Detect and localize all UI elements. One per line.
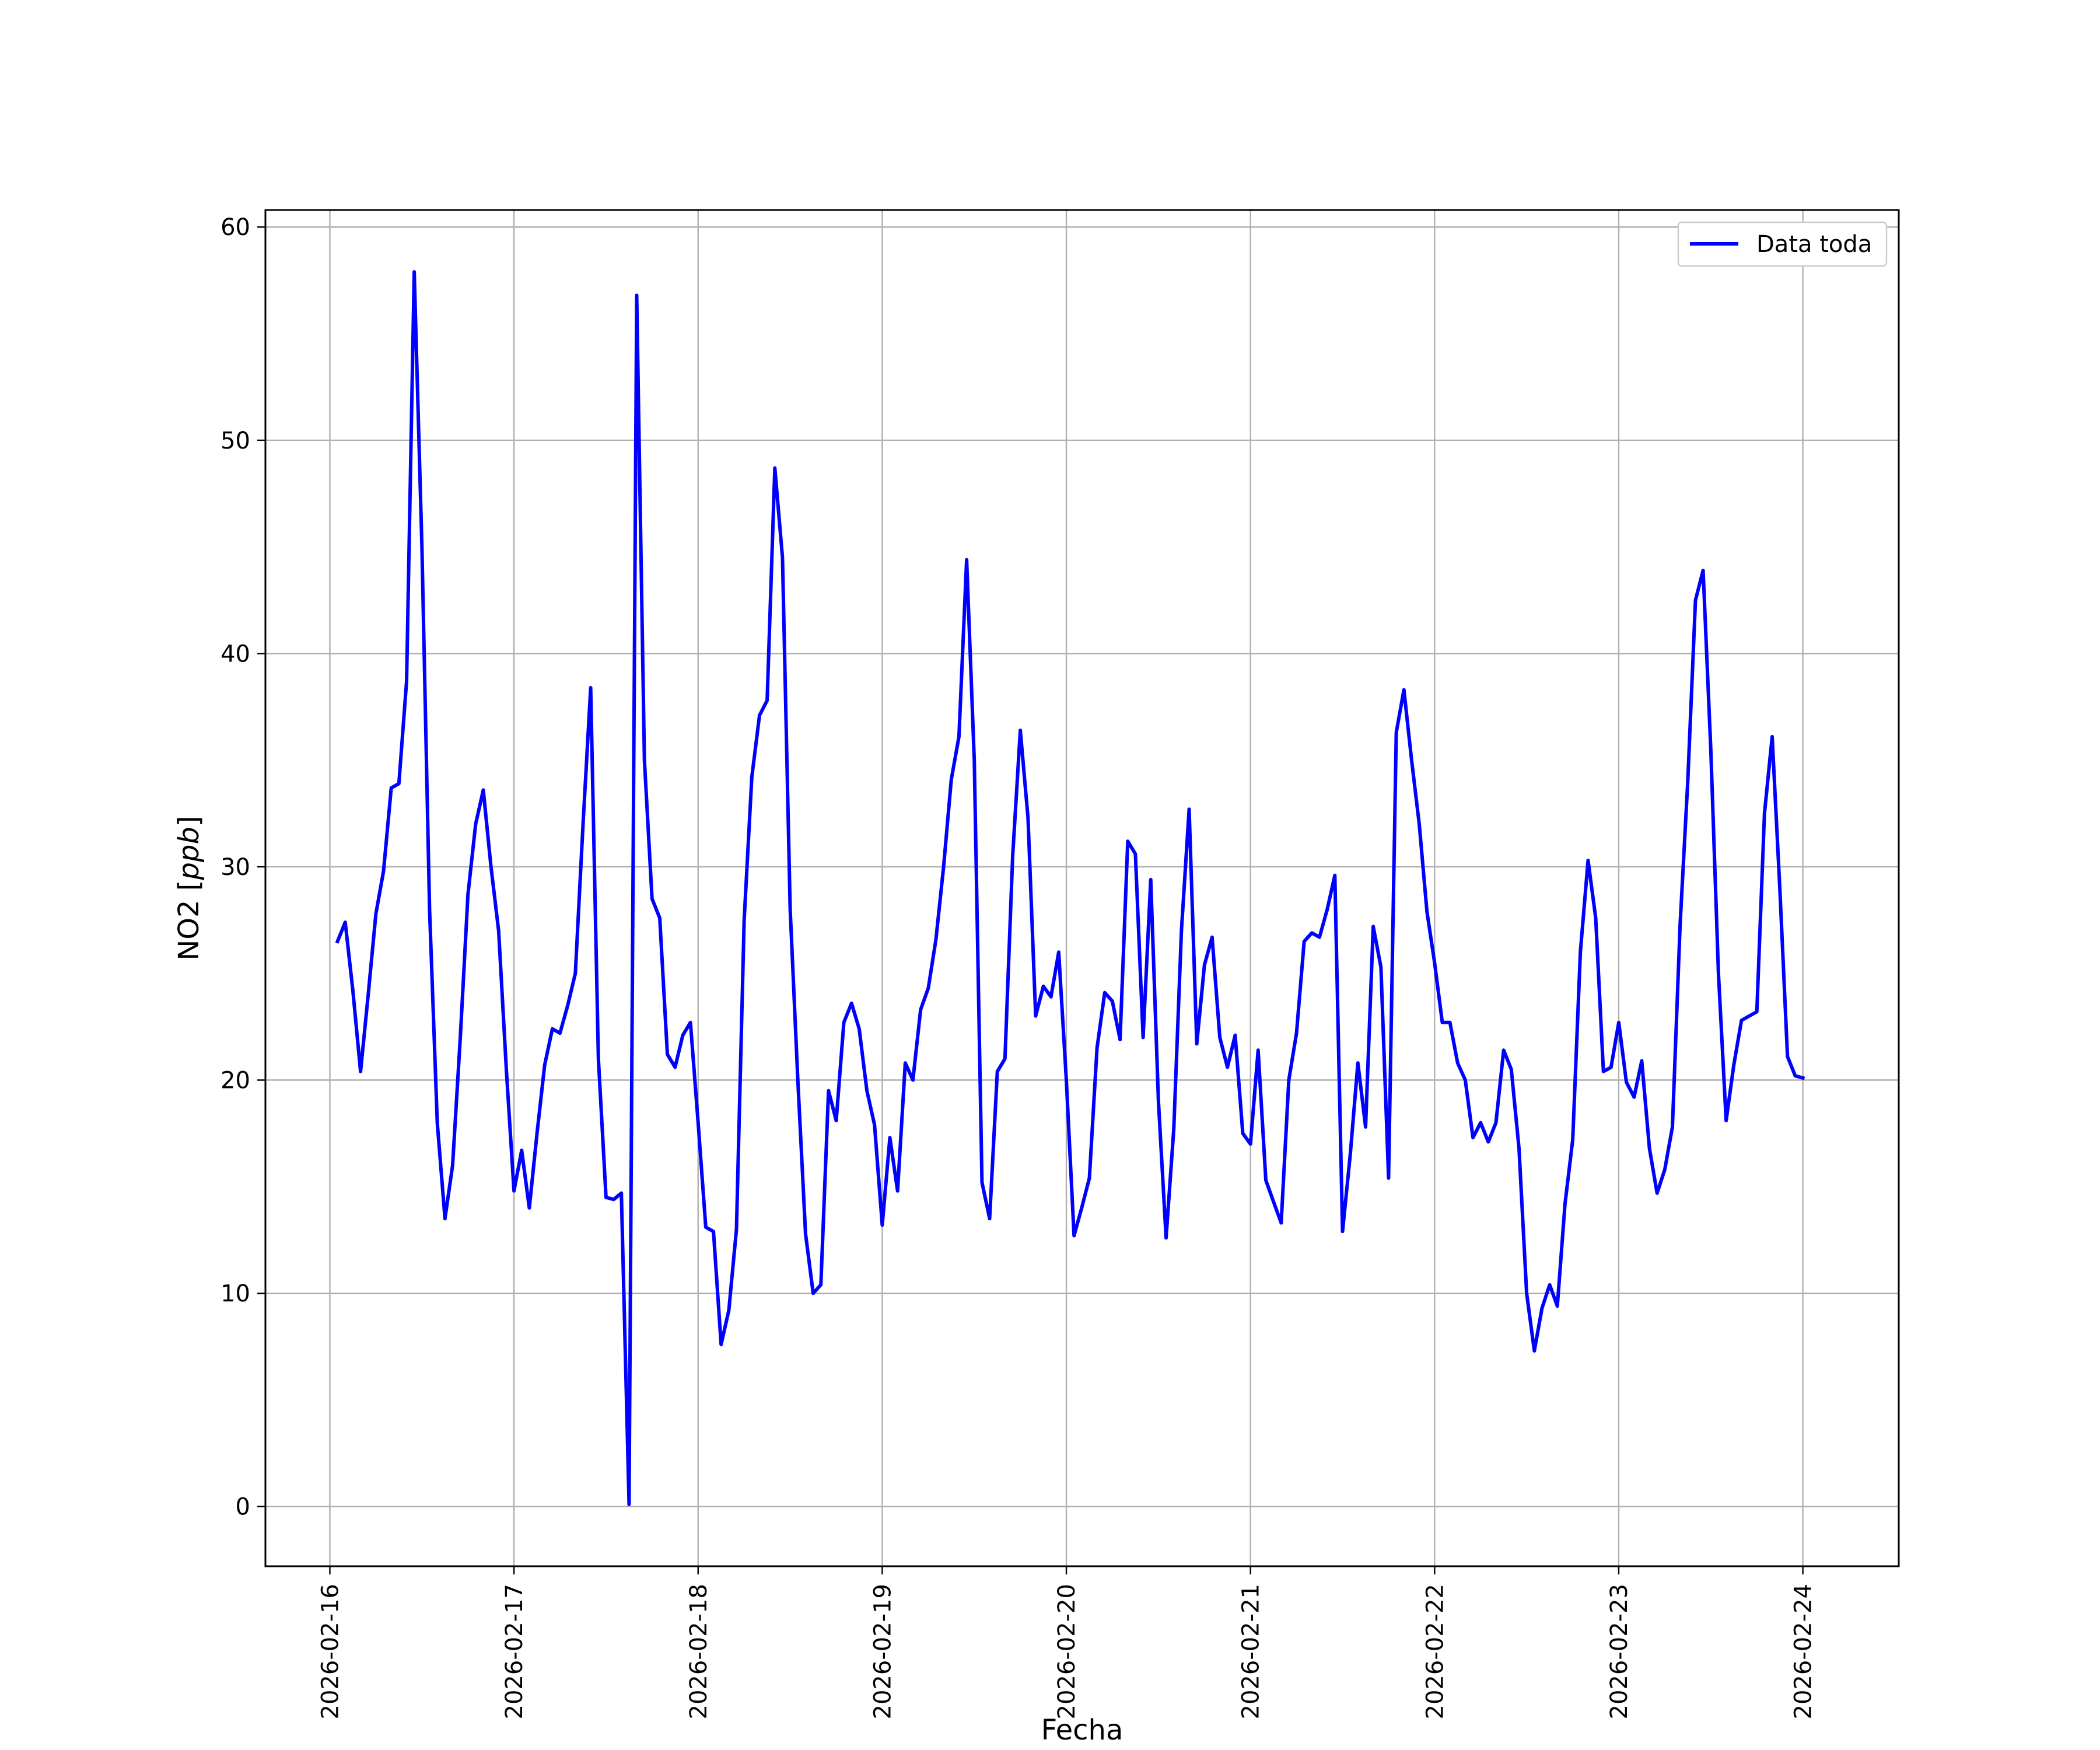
x-tick-label: 2026-02-21 bbox=[1238, 1584, 1265, 1719]
x-tick-label: 2026-02-20 bbox=[1054, 1584, 1080, 1719]
y-axis-label-unit: ppb bbox=[173, 827, 205, 880]
y-tick-label: 10 bbox=[220, 1280, 250, 1307]
y-axis-label: NO2 [ppb] bbox=[173, 816, 205, 960]
x-tick-label: 2026-02-19 bbox=[869, 1584, 896, 1719]
y-tick-label: 60 bbox=[220, 214, 250, 241]
y-axis-label-close: ] bbox=[173, 816, 205, 827]
legend-label: Data toda bbox=[1756, 231, 1872, 258]
plot-frame bbox=[264, 209, 1900, 1567]
y-tick-label: 20 bbox=[220, 1068, 250, 1094]
x-tick-label: 2026-02-17 bbox=[501, 1584, 528, 1719]
y-axis-label-text: NO2 [ bbox=[173, 880, 205, 960]
x-tick-label: 2026-02-23 bbox=[1606, 1584, 1633, 1719]
y-tick-label: 50 bbox=[220, 428, 250, 454]
series-layer bbox=[335, 270, 1805, 1506]
legend: Data toda bbox=[1677, 221, 1888, 267]
legend-box bbox=[1677, 221, 1888, 267]
x-tick-label: 2026-02-24 bbox=[1790, 1584, 1817, 1719]
y-tick-label: 0 bbox=[236, 1494, 250, 1521]
y-tick-label: 30 bbox=[220, 854, 250, 881]
x-tick-label: 2026-02-16 bbox=[317, 1584, 344, 1719]
series-line-0 bbox=[335, 270, 1805, 1506]
y-axis: 0 10 20 30 40 50 60 bbox=[220, 214, 265, 1521]
x-tick-label: 2026-02-18 bbox=[685, 1584, 712, 1719]
x-tick-label: 2026-02-22 bbox=[1422, 1584, 1448, 1719]
x-axis-label: Fecha bbox=[1041, 1714, 1124, 1746]
x-axis: 2026-02-16 2026-02-17 2026-02-18 2026-02-19… bbox=[317, 1566, 1817, 1719]
grid bbox=[265, 210, 1899, 1566]
y-tick-label: 40 bbox=[220, 640, 250, 667]
